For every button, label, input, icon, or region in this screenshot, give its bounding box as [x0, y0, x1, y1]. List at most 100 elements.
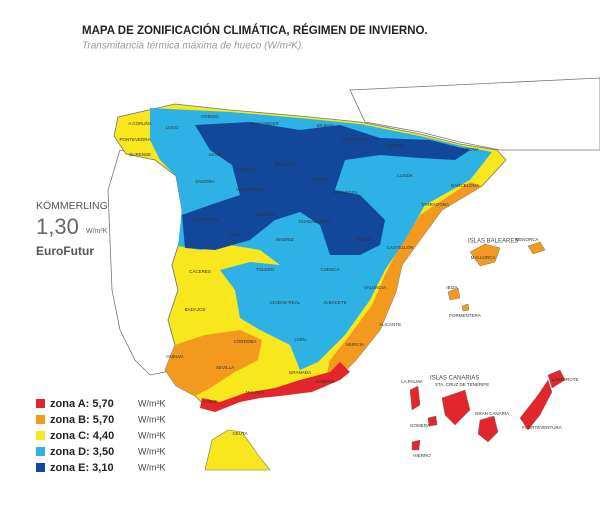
- place-label: VALLADOLID: [236, 187, 264, 192]
- place-label: IBIZA: [446, 285, 457, 290]
- place-label: MADRID: [276, 237, 294, 242]
- place-label: MÁLAGA: [246, 389, 265, 395]
- place-label: SORIA: [313, 177, 327, 182]
- lanzarote: [547, 369, 566, 389]
- place-label: ALMERÍA: [315, 378, 335, 384]
- gran-canaria: [477, 415, 499, 443]
- place-label: LUGO: [166, 125, 179, 130]
- place-labels: A CORUÑA LUGO OVIEDO SANTANDER BILBAO PAMPLON…: [119, 114, 578, 458]
- place-label: STA. CRUZ DE TENERIFE: [435, 382, 489, 387]
- place-label: PONTEVEDRA: [119, 137, 150, 142]
- ceuta: [204, 429, 271, 471]
- place-label: LLEIDA: [397, 173, 413, 178]
- place-label: PAMPLONA: [343, 137, 368, 142]
- place-label: ALBACETE: [323, 300, 347, 305]
- gomera: [427, 415, 438, 427]
- place-label: BADAJOZ: [185, 307, 206, 312]
- place-label: FORMENTERA: [449, 313, 481, 318]
- zone-b-east: [325, 182, 482, 382]
- place-label: HIERRO: [413, 453, 431, 458]
- legend-swatch: [36, 431, 45, 440]
- place-label: GIRONA: [461, 147, 479, 152]
- place-label: BURGOS: [275, 162, 295, 167]
- tenerife: [441, 389, 471, 426]
- menorca: [527, 241, 546, 255]
- place-label: OURENSE: [129, 152, 151, 157]
- legend-swatch: [36, 399, 45, 408]
- hierro: [411, 439, 421, 451]
- place-label: SANTANDER: [251, 121, 279, 126]
- zone-a: [200, 362, 350, 412]
- place-label: TOLEDO: [256, 267, 275, 272]
- zone-b-southwest: [165, 330, 262, 396]
- portugal-outline: [107, 149, 184, 376]
- legend-label: zona B: 5,70: [50, 414, 114, 426]
- place-label: PALENCIA: [234, 167, 256, 172]
- place-label: SEGOVIA: [255, 212, 275, 217]
- place-label: GUADALAJARA: [298, 219, 331, 224]
- place-label: CASTELLÓN: [387, 244, 414, 250]
- place-label: CÁCERES: [189, 268, 211, 274]
- subtitle: Transmitancia térmica máxima de hueco (W…: [82, 41, 304, 52]
- place-label: GRAN CANARIA: [475, 411, 509, 416]
- france-outline: [349, 77, 600, 151]
- place-label: LEÓN: [209, 151, 221, 157]
- place-label: ZARAGOZA: [333, 190, 358, 195]
- legend-unit: W/m²K: [138, 446, 166, 456]
- place-label: HUELVA: [166, 354, 183, 359]
- legend-label: zona D: 3,50: [50, 446, 114, 458]
- legend-label: zona C: 4,40: [50, 430, 114, 442]
- place-label: GRANADA: [289, 370, 311, 375]
- formentera: [461, 303, 470, 312]
- place-label: CUENCA: [320, 267, 339, 272]
- legend-unit: W/m²K: [138, 414, 166, 424]
- place-label: CEUTA: [233, 431, 248, 436]
- place-label: BARCELONA: [451, 183, 479, 188]
- place-label: GOMERA: [410, 423, 430, 428]
- place-label: TERUEL: [356, 237, 374, 242]
- region-label: ISLAS CANARIAS: [430, 376, 479, 382]
- region-label: ISLAS BALEARES: [468, 239, 518, 245]
- brand-product: EuroFutur: [36, 244, 94, 258]
- legend-label: zona E: 3,10: [50, 462, 114, 474]
- legend-swatch: [36, 463, 45, 472]
- title: MAPA DE ZONIFICACIÓN CLIMÁTICA, RÉGIMEN …: [82, 24, 428, 37]
- la-palma: [409, 385, 421, 411]
- fuerteventura: [519, 379, 553, 431]
- place-label: ÁVILA: [229, 231, 242, 237]
- ibiza: [447, 287, 461, 301]
- legend-swatch: [36, 447, 45, 456]
- place-label: BILBAO: [317, 123, 334, 128]
- place-label: CÁDIZ: [203, 398, 217, 404]
- place-label: HUESCA: [386, 143, 405, 148]
- place-label: OVIEDO: [201, 114, 219, 119]
- zone-e: [182, 122, 470, 255]
- place-label: SEVILLA: [216, 365, 234, 370]
- place-label: MURCIA: [346, 342, 364, 347]
- brand-value: 1,30: [36, 214, 79, 239]
- place-label: SALAMANCA: [191, 217, 219, 222]
- place-label: ZAMORA: [195, 179, 214, 184]
- brand-unit: W/m²K: [86, 228, 108, 235]
- place-label: CIUDAD REAL: [270, 300, 301, 305]
- place-label: FUERTEVENTURA: [522, 425, 561, 430]
- place-label: VALENCIA: [364, 285, 386, 290]
- legend-unit: W/m²K: [138, 398, 166, 408]
- legend: zona A: 5,70 W/m²K zona B: 5,70 W/m²K zona C…: [36, 398, 166, 474]
- place-label: A CORUÑA: [128, 120, 152, 126]
- place-label: LA PALMA: [401, 379, 422, 384]
- legend-label: zona A: 5,70: [50, 398, 114, 410]
- legend-swatch: [36, 415, 45, 424]
- legend-unit: W/m²K: [138, 430, 166, 440]
- place-label: CÓRDOBA: [234, 338, 257, 344]
- place-label: TARRAGONA: [421, 202, 449, 207]
- place-label: MALLORCA: [471, 255, 496, 260]
- legend-unit: W/m²K: [138, 462, 166, 472]
- place-label: JAÉN: [294, 336, 306, 342]
- place-label: ALICANTE: [379, 322, 401, 327]
- mallorca: [469, 243, 501, 267]
- place-label: LANZAROTE: [551, 377, 578, 382]
- brand-name: KÖMMERLING: [36, 200, 108, 212]
- place-label: MENORCA: [515, 237, 538, 242]
